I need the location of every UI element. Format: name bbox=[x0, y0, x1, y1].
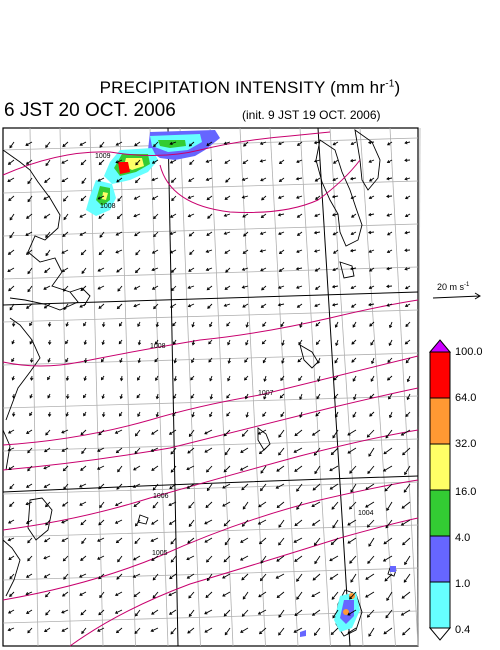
colorbar-label: 16.0 bbox=[455, 486, 477, 498]
colorbar bbox=[428, 339, 452, 641]
colorbar-label: 4.0 bbox=[455, 532, 471, 544]
wind-scale-arrow bbox=[432, 292, 481, 300]
colorbar-min-triangle bbox=[428, 627, 452, 641]
colorbar-label: 100.0 bbox=[455, 346, 483, 358]
precipitation-areas bbox=[86, 130, 396, 637]
colorbar-label: 64.0 bbox=[455, 392, 477, 404]
isobar-label: 1008 bbox=[100, 203, 116, 210]
colorbar-max-triangle bbox=[428, 339, 452, 353]
colorbar-segment bbox=[429, 581, 451, 629]
lat-lon-grid bbox=[2, 127, 421, 647]
isobar-label-group: 1009 1008 1008 1007 1006 1005 1004 bbox=[95, 153, 374, 557]
chart-title: PRECIPITATION INTENSITY (mm hr-1) bbox=[99, 78, 401, 97]
wind-vectors bbox=[7, 140, 411, 637]
colorbar-label: 32.0 bbox=[455, 438, 477, 450]
isobar-label: 1004 bbox=[358, 510, 374, 517]
isobar-label: 1006 bbox=[153, 493, 169, 500]
isobar-label: 1008 bbox=[150, 343, 166, 350]
colorbar-segment bbox=[429, 397, 451, 445]
init-time: (init. 9 JST 19 OCT. 2006) bbox=[242, 108, 381, 122]
isobars bbox=[2, 131, 419, 647]
colorbar-segment bbox=[429, 489, 451, 537]
isobar-label: 1009 bbox=[95, 153, 111, 160]
wind-scale-label: 20 m s-1 bbox=[437, 282, 470, 292]
colorbar-segment bbox=[429, 351, 451, 399]
colorbar-segment bbox=[429, 443, 451, 491]
isobar-label: 1005 bbox=[152, 550, 168, 557]
colorbar-label: 1.0 bbox=[455, 578, 471, 590]
map-frame bbox=[2, 127, 419, 647]
valid-time: 6 JST 20 OCT. 2006 bbox=[4, 100, 176, 121]
colorbar-label: 0.4 bbox=[455, 624, 471, 636]
major-grid bbox=[2, 127, 419, 647]
colorbar-segment bbox=[429, 535, 451, 583]
isobar-label: 1007 bbox=[258, 390, 274, 397]
